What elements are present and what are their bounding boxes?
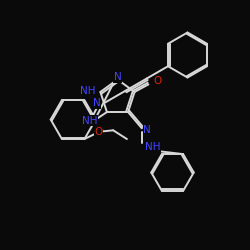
Text: NH: NH [82,116,97,126]
Text: N: N [114,72,122,82]
Text: NH: NH [80,86,96,96]
Text: O: O [94,126,102,136]
Text: N: N [143,124,151,134]
Text: O: O [153,76,162,86]
Text: N: N [93,98,100,108]
Text: NH: NH [145,142,160,152]
